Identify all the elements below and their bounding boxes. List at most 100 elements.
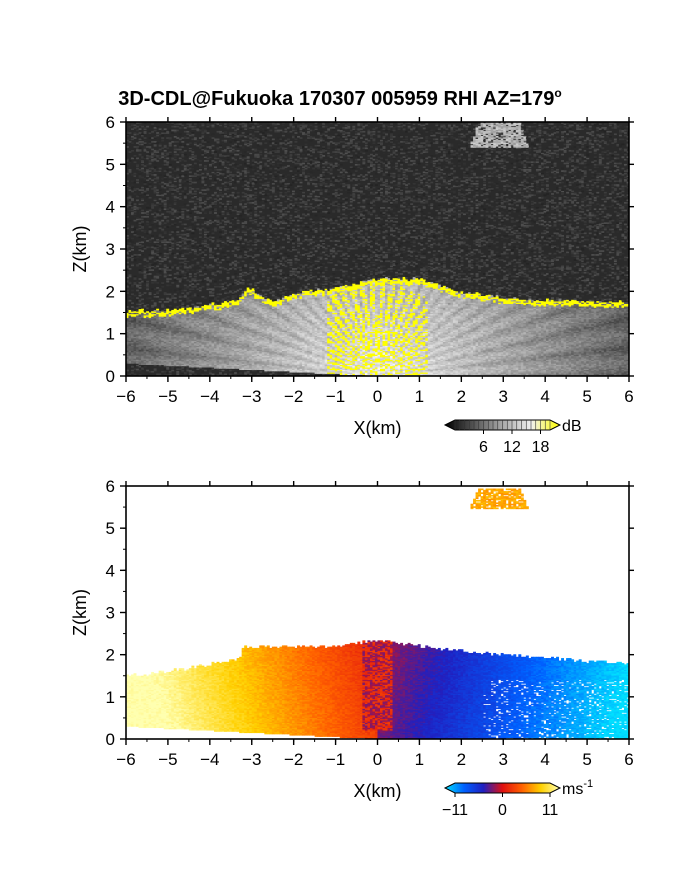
snr-cell bbox=[128, 255, 132, 258]
snr-cell bbox=[156, 362, 160, 364]
snr-cell bbox=[198, 353, 202, 355]
snr-cell bbox=[136, 327, 139, 330]
snr-cell bbox=[196, 223, 200, 226]
snr-cell bbox=[131, 363, 134, 365]
snr-cell bbox=[176, 273, 180, 275]
snr-cell bbox=[211, 348, 215, 350]
snr-cell bbox=[176, 356, 180, 359]
snr-cell bbox=[216, 351, 220, 354]
snr-cell bbox=[206, 246, 210, 249]
snr-cell bbox=[229, 373, 233, 376]
snr-cell bbox=[219, 327, 222, 330]
snr-cell bbox=[211, 241, 215, 244]
snr-cell bbox=[163, 152, 167, 155]
snr-cell bbox=[219, 363, 222, 365]
snr-cell bbox=[216, 252, 220, 255]
snr-cell bbox=[128, 341, 132, 344]
snr-cell bbox=[203, 246, 207, 249]
snr-cell bbox=[219, 222, 222, 224]
snr-cell bbox=[186, 326, 190, 329]
snr-cell bbox=[171, 362, 175, 364]
snr-cell bbox=[193, 336, 197, 339]
snr-cell bbox=[229, 222, 233, 224]
snr-cell bbox=[166, 252, 170, 255]
snr-cell bbox=[211, 325, 215, 327]
snr-cell bbox=[138, 316, 142, 318]
snr-cell bbox=[153, 364, 157, 367]
snr-cell bbox=[246, 202, 250, 204]
snr-cell bbox=[201, 351, 205, 354]
snr-cell bbox=[176, 252, 180, 255]
snr-cell bbox=[203, 320, 207, 322]
snr-cell bbox=[203, 221, 207, 223]
snr-cell bbox=[126, 141, 129, 143]
snr-cell bbox=[219, 261, 222, 264]
snr-cell bbox=[176, 123, 180, 125]
snr-cell bbox=[211, 304, 215, 307]
snr-cell bbox=[188, 358, 192, 360]
snr-cell bbox=[183, 208, 187, 211]
snr-cell bbox=[178, 342, 182, 345]
snr-cell bbox=[128, 193, 132, 195]
snr-cell bbox=[128, 125, 132, 128]
snr-cell bbox=[163, 368, 167, 371]
snr-cell bbox=[236, 242, 240, 245]
snr-cell bbox=[158, 363, 162, 365]
snr-cell bbox=[201, 329, 205, 331]
snr-cell bbox=[176, 350, 180, 353]
snr-cell bbox=[148, 339, 152, 341]
snr-cell bbox=[211, 364, 215, 367]
snr-cell bbox=[181, 331, 185, 334]
snr-cell bbox=[153, 363, 157, 365]
snr-cell bbox=[153, 339, 157, 341]
snr-cell bbox=[166, 346, 170, 349]
snr-cell bbox=[166, 316, 170, 318]
snr-cell bbox=[183, 363, 187, 365]
snr-cell bbox=[161, 350, 165, 353]
snr-cell bbox=[156, 350, 160, 353]
snr-cell bbox=[203, 203, 207, 205]
snr-cell bbox=[166, 349, 170, 351]
snr-cell bbox=[219, 148, 222, 151]
snr-cell bbox=[216, 311, 220, 313]
snr-cell bbox=[146, 179, 150, 181]
snr-cell bbox=[193, 241, 197, 244]
snr-cell bbox=[198, 309, 202, 312]
snr-cell bbox=[183, 227, 187, 230]
snr-cell bbox=[214, 360, 217, 363]
snr-cell bbox=[191, 349, 195, 351]
snr-cell bbox=[208, 348, 212, 350]
snr-cell bbox=[196, 317, 200, 320]
snr-cell bbox=[178, 329, 182, 331]
snr-cell bbox=[178, 332, 182, 335]
snr-cell bbox=[168, 293, 172, 296]
snr-cell bbox=[183, 368, 187, 371]
snr-cell bbox=[193, 321, 197, 324]
snr-cell bbox=[208, 155, 212, 157]
snr-cell bbox=[211, 308, 215, 311]
snr-cell bbox=[131, 316, 134, 318]
snr-cell bbox=[181, 320, 185, 322]
snr-cell bbox=[176, 241, 180, 244]
snr-cell bbox=[166, 280, 170, 283]
snr-cell bbox=[186, 247, 190, 250]
snr-cell bbox=[221, 134, 225, 137]
snr-cell bbox=[143, 304, 147, 307]
snr-cell bbox=[171, 341, 175, 344]
snr-cell bbox=[216, 327, 220, 330]
snr-cell bbox=[196, 363, 200, 365]
snr-cell bbox=[166, 184, 170, 186]
snr-cell bbox=[201, 260, 205, 263]
snr-cell bbox=[208, 304, 212, 307]
snr-cell bbox=[173, 326, 177, 329]
snr-cell bbox=[219, 257, 222, 260]
snr-cell bbox=[188, 349, 192, 351]
snr-cell bbox=[166, 301, 170, 303]
snr-cell bbox=[234, 260, 238, 263]
snr-cell bbox=[138, 203, 142, 205]
snr-cell bbox=[183, 354, 187, 357]
snr-cell bbox=[181, 358, 185, 360]
snr-cell bbox=[244, 238, 248, 241]
snr-cell bbox=[208, 349, 212, 351]
snr-cell bbox=[178, 365, 182, 368]
